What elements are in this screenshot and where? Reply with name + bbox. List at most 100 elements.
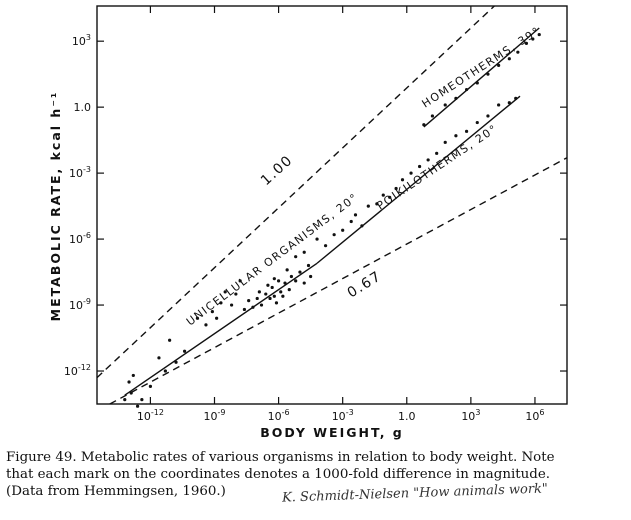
point-unicellular-organisms	[174, 360, 178, 364]
x-tick-label: 106	[525, 408, 544, 423]
point-unicellular-organisms	[272, 294, 276, 298]
point-poikilotherms	[302, 250, 306, 254]
point-unicellular-organisms	[268, 296, 272, 301]
point-homeotherms	[422, 123, 426, 127]
unicellular-label: UNICELLULAR ORGANISMS, 20°	[184, 191, 361, 329]
point-homeotherms	[537, 32, 541, 37]
point-unicellular-organisms	[266, 283, 270, 287]
point-unicellular-organisms	[274, 301, 279, 305]
point-poikilotherms	[388, 195, 392, 199]
point-unicellular-organisms	[270, 285, 274, 290]
point-unicellular-organisms	[279, 290, 283, 294]
point-poikilotherms	[486, 114, 490, 118]
point-unicellular-organisms	[287, 288, 291, 292]
axis-ticks	[97, 6, 567, 404]
point-unicellular-organisms	[195, 316, 200, 320]
homeotherms-label: HOMEOTHERMS, 39°	[420, 24, 543, 110]
point-unicellular-organisms	[306, 263, 311, 268]
point-unicellular-organisms	[281, 294, 285, 298]
x-axis-title: BODY WEIGHT, g	[260, 425, 404, 440]
point-homeotherms	[531, 37, 535, 41]
point-poikilotherms	[400, 178, 405, 182]
point-homeotherms	[497, 63, 501, 67]
point-unicellular-organisms	[302, 281, 306, 285]
point-homeotherms	[475, 81, 479, 85]
point-unicellular-organisms	[163, 369, 167, 373]
point-unicellular-organisms	[309, 274, 313, 279]
point-unicellular-organisms	[129, 391, 133, 395]
point-poikilotherms	[341, 228, 345, 232]
point-unicellular-organisms	[247, 299, 251, 303]
point-unicellular-organisms	[283, 281, 287, 285]
slope-label-100: 1.00	[258, 152, 296, 189]
point-homeotherms	[486, 72, 490, 76]
point-unicellular-organisms	[257, 290, 261, 294]
point-poikilotherms	[315, 237, 319, 241]
point-unicellular-organisms	[238, 279, 242, 283]
point-poikilotherms	[464, 129, 469, 133]
point-poikilotherms	[426, 158, 430, 162]
slope-label-067: 0.67	[345, 268, 385, 301]
point-unicellular-organisms	[242, 307, 247, 312]
point-unicellular-organisms	[157, 356, 161, 360]
x-tick-label: 10-12	[137, 408, 164, 423]
point-unicellular-organisms	[264, 292, 268, 296]
point-poikilotherms	[381, 193, 385, 197]
point-unicellular-organisms	[135, 404, 140, 408]
point-homeotherms	[516, 50, 520, 54]
plot-frame	[96, 5, 568, 405]
x-tick-label: 10-6	[268, 408, 290, 423]
regression-lines	[96, 5, 568, 405]
point-unicellular-organisms	[168, 338, 172, 342]
line-0-67	[109, 157, 568, 405]
point-poikilotherms	[443, 140, 447, 144]
point-poikilotherms	[360, 224, 364, 228]
y-tick-label: 10-3	[69, 165, 91, 180]
point-poikilotherms	[497, 103, 501, 107]
point-homeotherms	[464, 87, 469, 92]
x-tick-label: 1.0	[398, 410, 416, 423]
y-tick-labels: 103 1.0 10-3 10-6 10-9 10-12	[64, 33, 91, 378]
caption-line-3: (Data from Hemmingsen, 1960.)	[6, 484, 226, 499]
point-homeotherms	[430, 114, 435, 118]
y-tick-label: 10-6	[69, 231, 91, 246]
point-poikilotherms	[435, 151, 439, 155]
point-homeotherms	[524, 41, 529, 45]
point-unicellular-organisms	[234, 292, 238, 296]
point-unicellular-organisms	[131, 373, 135, 378]
point-unicellular-organisms	[215, 316, 219, 320]
point-poikilotherms	[285, 268, 289, 272]
point-poikilotherms	[349, 219, 353, 224]
line-unicellular-organisms-20	[124, 262, 318, 396]
point-unicellular-organisms	[123, 398, 127, 402]
point-unicellular-organisms	[223, 290, 227, 294]
data-points	[123, 32, 541, 408]
point-unicellular-organisms	[182, 349, 187, 353]
point-homeotherms	[443, 103, 447, 107]
metabolic-rate-chart: 10-12 10-9 10-6 10-3 1.0 103 106 103 1.0 10-3 10-…	[48, 5, 568, 440]
point-unicellular-organisms	[127, 380, 131, 384]
point-poikilotherms	[272, 277, 276, 281]
point-poikilotherms	[409, 171, 413, 175]
point-poikilotherms	[475, 120, 479, 125]
x-tick-label: 103	[461, 408, 480, 423]
point-unicellular-organisms	[140, 398, 144, 402]
point-unicellular-organisms	[148, 384, 153, 389]
line-homeotherms-39	[423, 27, 540, 128]
x-tick-labels: 10-12 10-9 10-6 10-3 1.0 103 106	[137, 408, 545, 423]
y-tick-label: 1.0	[74, 101, 92, 114]
point-unicellular-organisms	[204, 323, 208, 327]
figure-caption: Figure 49. Metabolic rates of various or…	[6, 449, 628, 500]
x-tick-label: 10-9	[204, 408, 226, 423]
point-unicellular-organisms	[298, 270, 302, 274]
point-poikilotherms	[323, 244, 328, 248]
poikilotherms-label: POIKILOTHERMS, 20°	[374, 122, 500, 213]
point-poikilotherms	[332, 233, 336, 237]
point-poikilotherms	[507, 101, 511, 105]
y-tick-label: 10-12	[64, 363, 91, 378]
point-unicellular-organisms	[289, 274, 294, 279]
caption-line-2: that each mark on the coordinates denote…	[6, 467, 551, 482]
point-poikilotherms	[375, 202, 379, 206]
x-tick-label: 10-3	[332, 408, 354, 423]
point-unicellular-organisms	[259, 303, 264, 307]
